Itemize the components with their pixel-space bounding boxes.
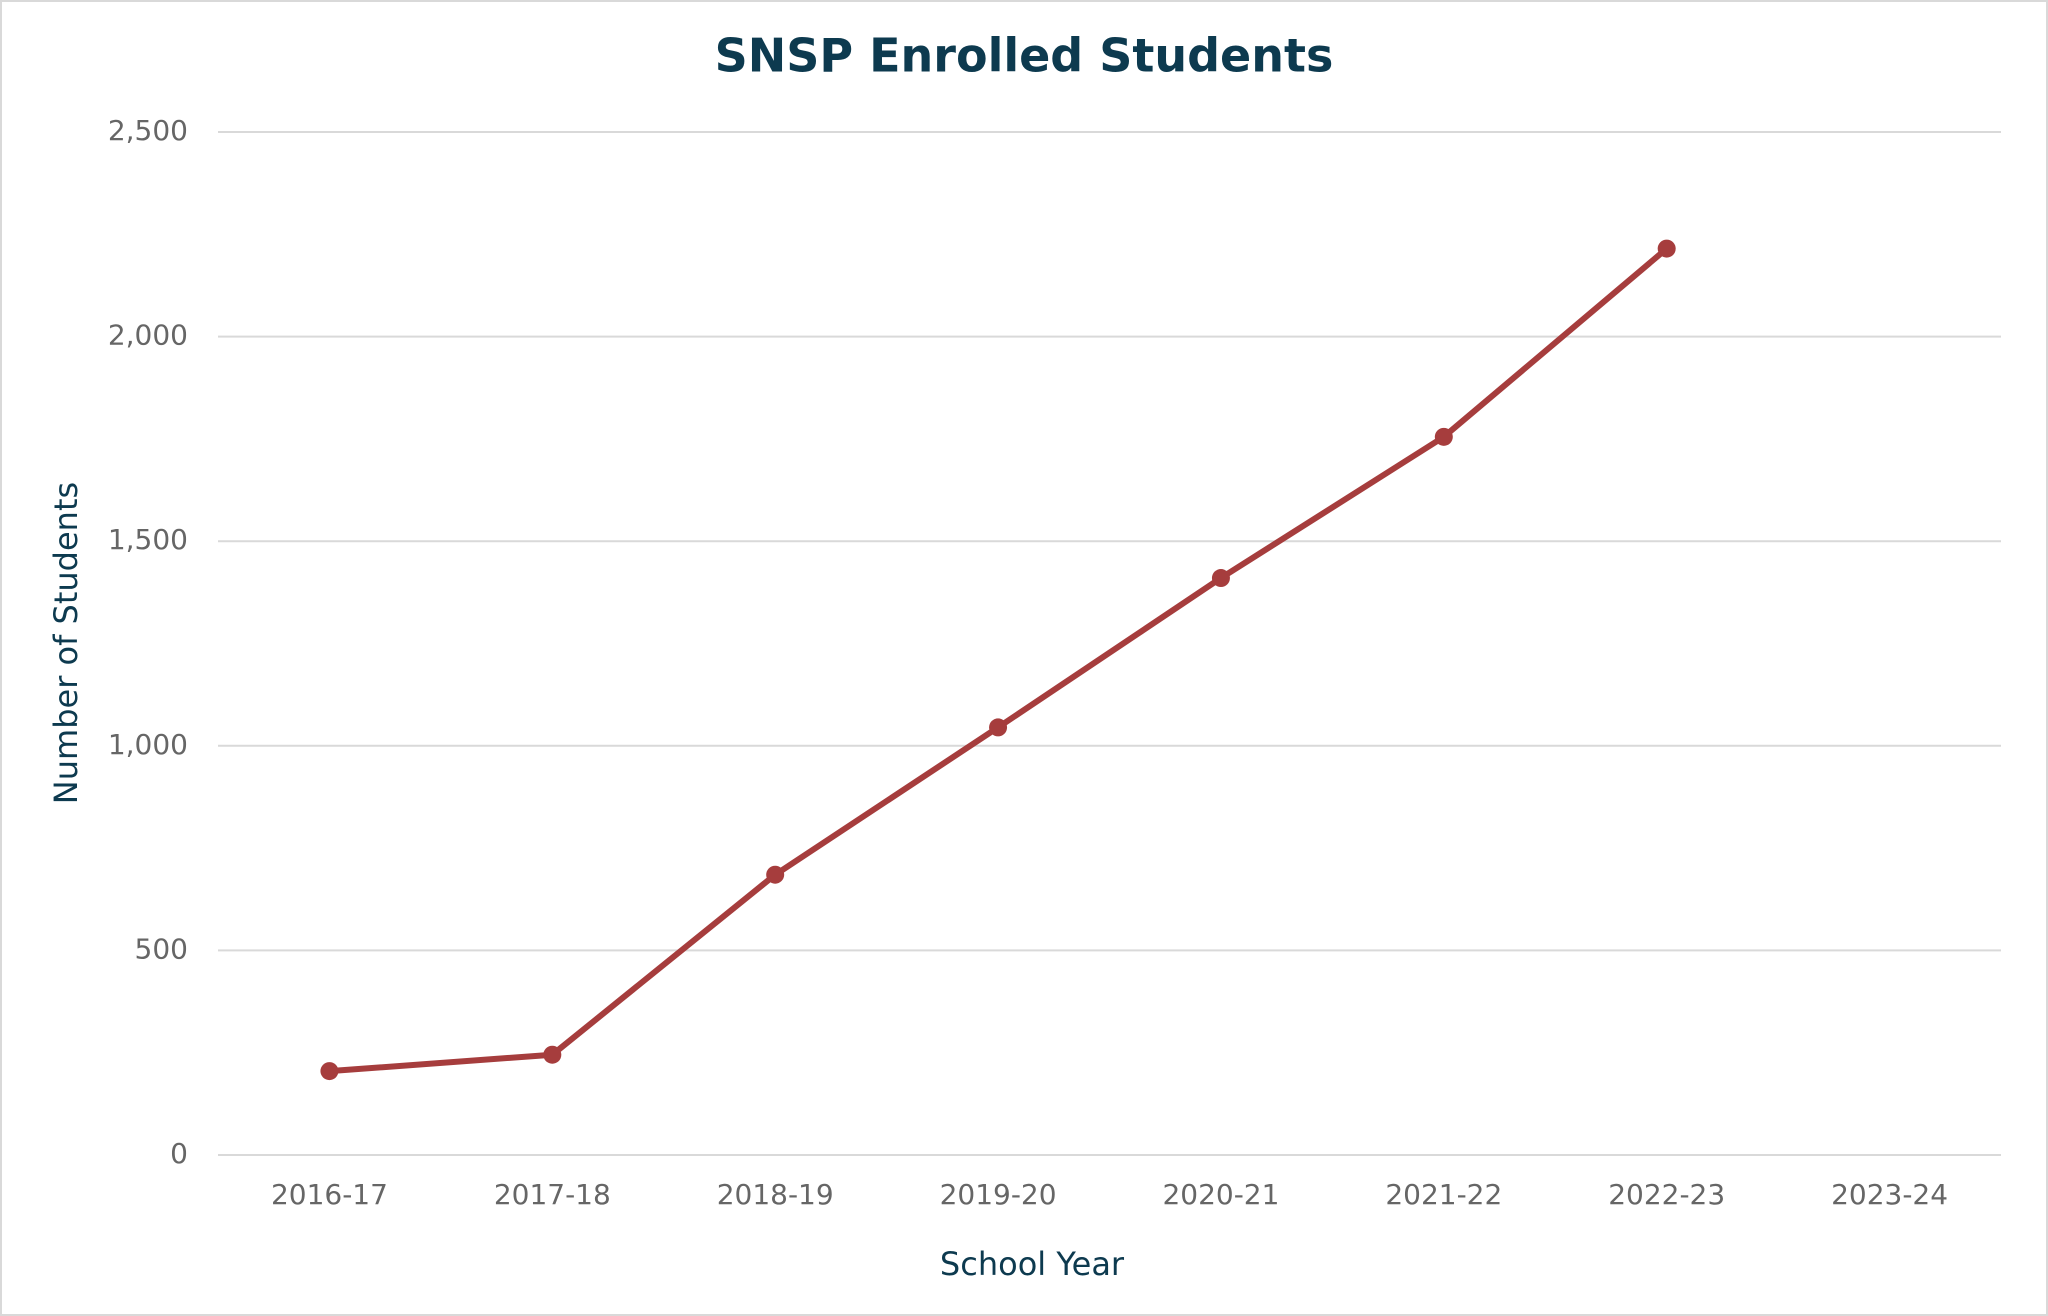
point [1211,569,1230,588]
x-tick-label: 2021-22 [1385,1178,1502,1211]
y-tick-label: 1,000 [108,728,188,761]
chart-title: SNSP Enrolled Students [715,29,1334,83]
point [1434,427,1453,446]
y-tick-label: 0 [170,1137,188,1170]
point [989,718,1008,737]
y-axis-title: Number of Students [47,482,85,804]
y-tick-label: 2,500 [108,114,188,147]
point [766,865,785,884]
y-tick-label: 500 [135,932,188,965]
x-tick-label: 2022-23 [1608,1178,1725,1211]
point [543,1045,562,1064]
y-tick-label: 1,500 [108,523,188,556]
y-tick-label: 2,000 [108,319,188,352]
x-tick-label: 2016-17 [271,1178,388,1211]
x-tick-label: 2020-21 [1162,1178,1279,1211]
point [1657,239,1676,258]
x-tick-label: 2019-20 [940,1178,1057,1211]
x-tick-label: 2018-19 [717,1178,834,1211]
x-axis-title: School Year [940,1245,1125,1283]
x-tick-label: 2017-18 [494,1178,611,1211]
x-tick-label: 2023-24 [1831,1178,1948,1211]
point [320,1062,339,1081]
